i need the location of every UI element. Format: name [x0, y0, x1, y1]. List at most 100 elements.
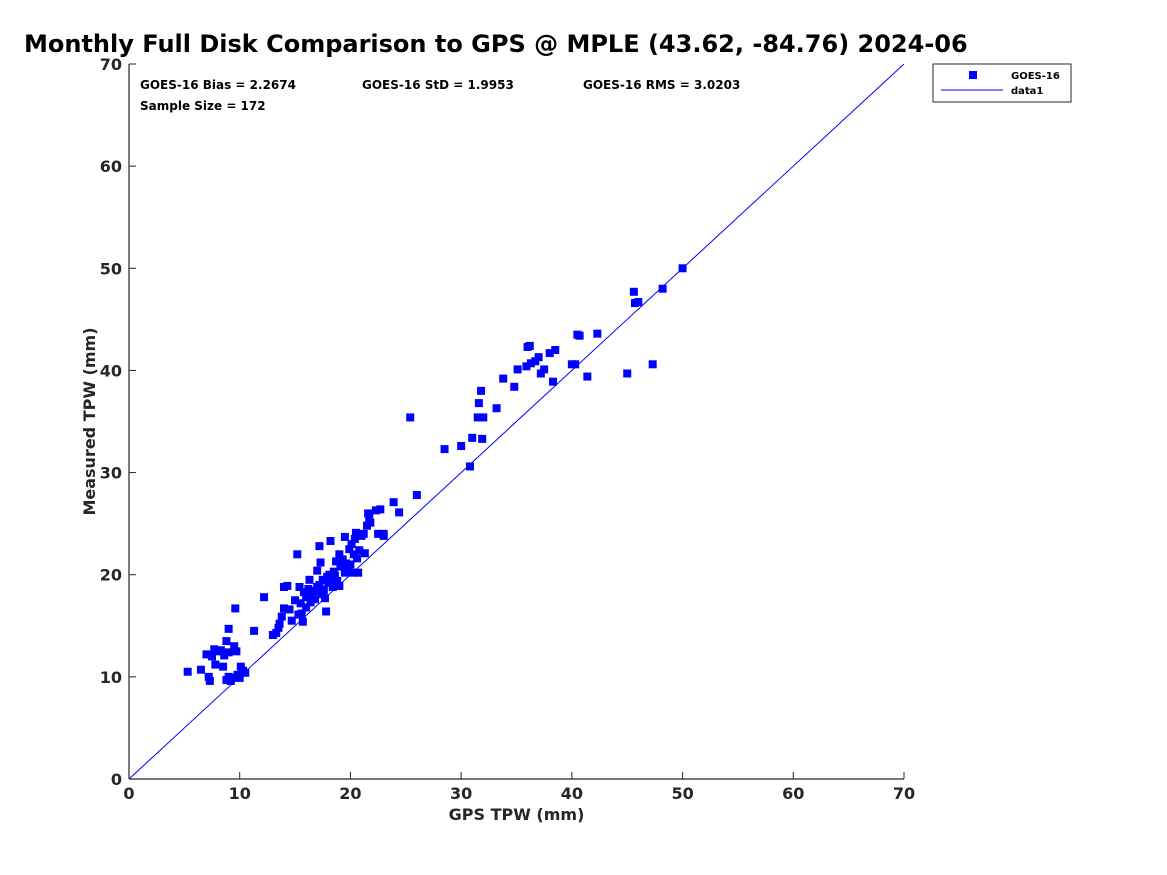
legend-label-data1: data1 — [1011, 86, 1043, 97]
y-tick-label: 50 — [100, 259, 122, 278]
x-tick-label: 50 — [671, 784, 693, 803]
bias-stat: GOES-16 Bias = 2.2674 — [140, 78, 296, 92]
data-point — [231, 604, 240, 613]
data-point — [196, 665, 205, 674]
y-tick-label: 10 — [100, 668, 122, 687]
data-point — [224, 648, 233, 657]
data-point — [522, 362, 531, 371]
data-point — [531, 357, 540, 366]
data-point — [575, 331, 584, 340]
data-point — [477, 386, 486, 395]
data-point — [346, 560, 355, 569]
data-point — [287, 616, 296, 625]
data-point — [353, 554, 362, 563]
axes — [128, 63, 905, 780]
data-point — [296, 599, 305, 608]
data-point — [328, 582, 337, 591]
data-point — [351, 528, 360, 537]
data-point — [274, 623, 283, 632]
data-point — [316, 558, 325, 567]
data-point — [324, 578, 333, 587]
data-point — [571, 360, 580, 369]
data-point — [526, 359, 535, 368]
data-point — [340, 568, 349, 577]
tick-labels: 0 10 20 30 40 50 60 70 0 10 20 30 40 50 60 70 — [100, 55, 915, 803]
data-point — [329, 567, 338, 576]
data-point — [513, 365, 522, 374]
data-point — [593, 329, 602, 338]
data-point — [623, 369, 632, 378]
y-tick-label: 30 — [100, 464, 122, 483]
data-point — [222, 637, 231, 646]
data-point — [440, 445, 449, 454]
y-tick-label: 70 — [100, 55, 122, 74]
data-point — [549, 377, 558, 386]
y-axis-label: Measured TPW (mm) — [80, 327, 99, 515]
std-stat: GOES-16 StD = 1.9953 — [362, 78, 514, 92]
legend-label-goes16: GOES-16 — [1011, 71, 1060, 82]
data-point — [241, 668, 250, 677]
data-point — [510, 382, 519, 391]
data-point — [305, 575, 314, 584]
data-point — [205, 676, 214, 685]
data-point — [232, 647, 241, 656]
data-point — [302, 593, 311, 602]
data-point — [648, 360, 657, 369]
x-tick-label: 0 — [123, 784, 134, 803]
data-point — [492, 404, 501, 413]
data-point — [297, 609, 306, 618]
data-point — [322, 607, 331, 616]
data-point — [307, 591, 316, 600]
data-point — [342, 559, 350, 568]
data-point — [220, 651, 229, 660]
sample-size-stat: Sample Size = 172 — [140, 99, 266, 113]
data-point — [634, 297, 643, 306]
data-point — [478, 434, 487, 443]
data-point — [354, 568, 363, 577]
data-point — [306, 598, 315, 607]
data-point — [272, 628, 281, 637]
data-point — [336, 562, 345, 571]
data-point — [395, 508, 404, 517]
data-point — [283, 581, 292, 590]
data-point — [333, 576, 342, 585]
data-point — [338, 555, 347, 564]
data-point — [412, 491, 421, 500]
x-tick-label: 20 — [339, 784, 361, 803]
data-point — [349, 550, 358, 559]
data-point — [319, 586, 328, 595]
data-point — [208, 652, 217, 661]
data-point — [275, 619, 284, 628]
data-point — [325, 570, 334, 579]
data-point — [536, 369, 545, 378]
data-point — [457, 442, 466, 451]
data-point — [629, 287, 638, 296]
x-tick-label: 60 — [782, 784, 804, 803]
data-point — [473, 413, 482, 422]
data-point — [479, 413, 488, 422]
data-point — [344, 564, 353, 573]
data-point — [335, 550, 344, 559]
data-point — [474, 399, 483, 408]
data-point — [345, 545, 354, 554]
data-point — [298, 617, 307, 626]
reference-line-data1 — [128, 63, 905, 780]
data-point — [678, 264, 687, 273]
data-point — [371, 506, 380, 515]
data-point — [534, 353, 543, 362]
data-point — [540, 365, 549, 374]
data-point — [335, 581, 344, 590]
data-point — [295, 582, 304, 591]
data-point — [379, 529, 388, 538]
data-point — [291, 596, 300, 605]
y-tick-label: 0 — [111, 770, 122, 789]
data-point — [366, 518, 375, 527]
data-point — [236, 662, 245, 671]
data-point — [326, 537, 335, 546]
data-point — [183, 667, 192, 676]
data-point — [348, 568, 357, 577]
data-point — [551, 346, 560, 354]
data-point — [318, 575, 327, 584]
data-point — [468, 433, 477, 442]
data-point — [406, 413, 415, 422]
